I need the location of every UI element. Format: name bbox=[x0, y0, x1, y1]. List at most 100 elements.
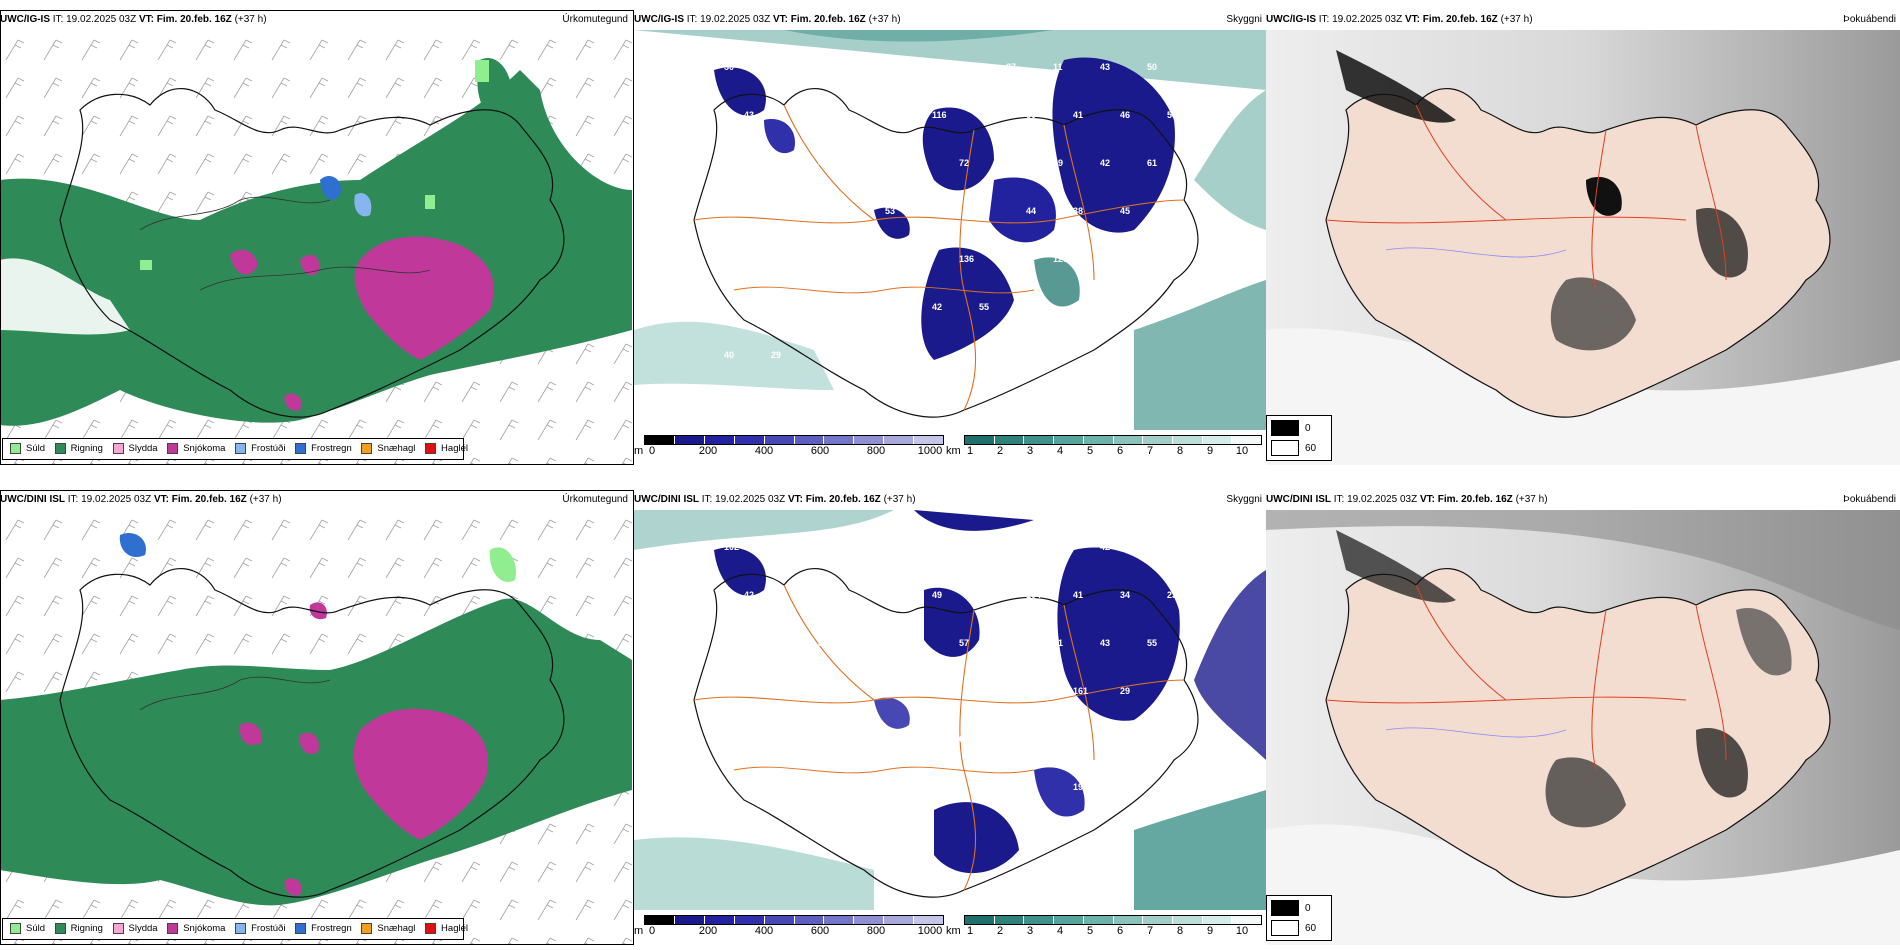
cloud-base-label: 64 bbox=[932, 206, 942, 216]
cloud-base-label: 31 bbox=[724, 734, 734, 744]
cloud-base-label: 55 bbox=[1147, 638, 1157, 648]
cloud-base-label: 159 bbox=[912, 62, 927, 72]
cloud-base-label: 33 bbox=[838, 782, 848, 792]
cloud-base-label: 178 bbox=[771, 254, 786, 264]
cloud-base-label: 191 bbox=[1120, 782, 1135, 792]
cloud-base-label: 41 bbox=[979, 590, 989, 600]
cloud-base-label: 139 bbox=[771, 734, 786, 744]
cloud-base-label: 73 bbox=[885, 782, 895, 792]
legend-label: Snjókoma bbox=[183, 922, 226, 934]
legend-item: Snjókoma bbox=[167, 919, 225, 937]
cbar-tick: 2 bbox=[996, 925, 1004, 937]
vt-value: Fim. 20.feb. 16Z bbox=[805, 494, 881, 505]
cloud-base-label: 173 bbox=[1147, 254, 1162, 264]
cloud-base-label: 70 bbox=[865, 158, 875, 168]
legend-swatch bbox=[235, 922, 247, 934]
cloud-panel-top: UWC/IG-IS IT: 19.02.2025 03Z VT: Fim. 20… bbox=[634, 10, 1266, 465]
cbar-tick: 600 bbox=[810, 925, 830, 937]
cloud-base-label: 49 bbox=[932, 590, 942, 600]
fog-legend: 0 60 bbox=[1266, 415, 1332, 461]
cbar-tick: 1000 bbox=[917, 445, 943, 457]
fog-legend-label: 60 bbox=[1305, 442, 1317, 454]
cbar-tick: 9 bbox=[1206, 925, 1214, 937]
cloud-base-label: 72 bbox=[959, 158, 969, 168]
cbar-tick: 1000 bbox=[917, 925, 943, 937]
cbar-tick: 6 bbox=[1116, 925, 1124, 937]
fog-swatch bbox=[1271, 440, 1299, 456]
cloud-base-label: 64 bbox=[959, 734, 969, 744]
cbar-tick: 200 bbox=[698, 445, 718, 457]
cbar-unit: km bbox=[946, 445, 961, 457]
cloud-base-label: 66 bbox=[932, 686, 942, 696]
lead-time: (+37 h) bbox=[868, 14, 901, 25]
legend-swatch bbox=[112, 442, 124, 454]
cloud-base-label: 45 bbox=[1120, 206, 1130, 216]
legend-swatch bbox=[295, 922, 307, 934]
cloud-base-label: 65 bbox=[818, 62, 828, 72]
param-title: Úrkomutegund bbox=[562, 494, 628, 505]
cloud-base-label: 71 bbox=[771, 638, 781, 648]
param-title: Þokuábendi bbox=[1843, 14, 1896, 25]
legend-item: Snæhagl bbox=[361, 439, 415, 457]
cloud-base-label: 51 bbox=[791, 302, 801, 312]
model-name: UWC/IG-IS bbox=[0, 14, 50, 25]
cloud-base-label: 57 bbox=[724, 254, 734, 264]
model-name: UWC/DINI ISL bbox=[634, 494, 699, 505]
cloud-base-label: 50 bbox=[838, 302, 848, 312]
lead-time: (+37 h) bbox=[1500, 14, 1533, 25]
precip-map bbox=[0, 30, 632, 465]
precip-panel-bottom: UWC/DINI ISL IT: 19.02.2025 03Z VT: Fim.… bbox=[0, 490, 632, 945]
legend-item: Súld bbox=[10, 439, 45, 457]
cloud-base-label: 103 bbox=[818, 254, 833, 264]
cloud-base-label: 59 bbox=[791, 206, 801, 216]
cloud-base-label: 84 bbox=[932, 782, 942, 792]
vt-label: VT: bbox=[1419, 494, 1435, 505]
it-value: 19.02.2025 03Z bbox=[81, 494, 152, 505]
legend-item: Slydda bbox=[112, 919, 158, 937]
cloud-base-label: 29 bbox=[771, 350, 781, 360]
cloud-base-label: 70 bbox=[885, 686, 895, 696]
fog-swatch bbox=[1271, 920, 1299, 936]
vt-value: Fim. 20.feb. 16Z bbox=[790, 14, 866, 25]
cloud-labels: 102 141 153 56 43 42 57 48 42 51 42 57 41 117 49 41 104 4… bbox=[724, 542, 1182, 840]
cloud-base-label: 86 bbox=[912, 638, 922, 648]
cloud-base-label: 161 bbox=[1073, 686, 1088, 696]
cloud-base-label: 41 bbox=[1073, 590, 1083, 600]
cbar-tick: 9 bbox=[1206, 445, 1214, 457]
precip-panel-top: UWC/IG-IS IT: 19.02.2025 03Z VT: Fim. 20… bbox=[0, 10, 632, 465]
cloud-base-label: 29 bbox=[979, 782, 989, 792]
legend-label: Frostúði bbox=[251, 442, 286, 454]
legend-label: Frostregn bbox=[311, 442, 352, 454]
cloud-base-label: 125 bbox=[1006, 254, 1021, 264]
cbar-tick: 1 bbox=[966, 925, 974, 937]
lead-time: (+37 h) bbox=[883, 494, 916, 505]
legend-swatch bbox=[425, 442, 437, 454]
cloud-base-label: 80 bbox=[1026, 110, 1036, 120]
cloud-base-label: 49 bbox=[1053, 158, 1063, 168]
legend-swatch bbox=[295, 442, 307, 454]
cbar-cells bbox=[644, 435, 944, 445]
legend-item: Rigning bbox=[54, 919, 103, 937]
cloud-base-label: 76 bbox=[865, 62, 875, 72]
cloud-base-label: 43 bbox=[1100, 62, 1110, 72]
legend-swatch bbox=[235, 442, 247, 454]
cbar-tick: 3 bbox=[1026, 445, 1034, 457]
it-value: 19.02.2025 03Z bbox=[66, 14, 137, 25]
fog-legend-label: 0 bbox=[1305, 422, 1311, 434]
vt-value: Fim. 20.feb. 16Z bbox=[156, 14, 232, 25]
cloud-base-label: 62 bbox=[979, 206, 989, 216]
vt-label: VT: bbox=[153, 494, 169, 505]
fog-legend-row: 0 bbox=[1271, 898, 1327, 918]
cloud-base-label: 48 bbox=[1053, 542, 1063, 552]
cbar-tick: 0 bbox=[648, 445, 656, 457]
legend-label: Haglél bbox=[441, 922, 468, 934]
cloud-base-label: 42 bbox=[744, 590, 754, 600]
cloud-base-label: 43 bbox=[1120, 302, 1130, 312]
legend-label: Haglél bbox=[441, 442, 468, 454]
cbar-tick: 2 bbox=[996, 445, 1004, 457]
cloud-base-label: 55 bbox=[1006, 734, 1016, 744]
cloud-base-label: 44 bbox=[1073, 302, 1083, 312]
vt-value: Fim. 20.feb. 16Z bbox=[171, 494, 247, 505]
cloud-base-label: 153 bbox=[818, 542, 833, 552]
legend-label: Súld bbox=[26, 442, 46, 454]
